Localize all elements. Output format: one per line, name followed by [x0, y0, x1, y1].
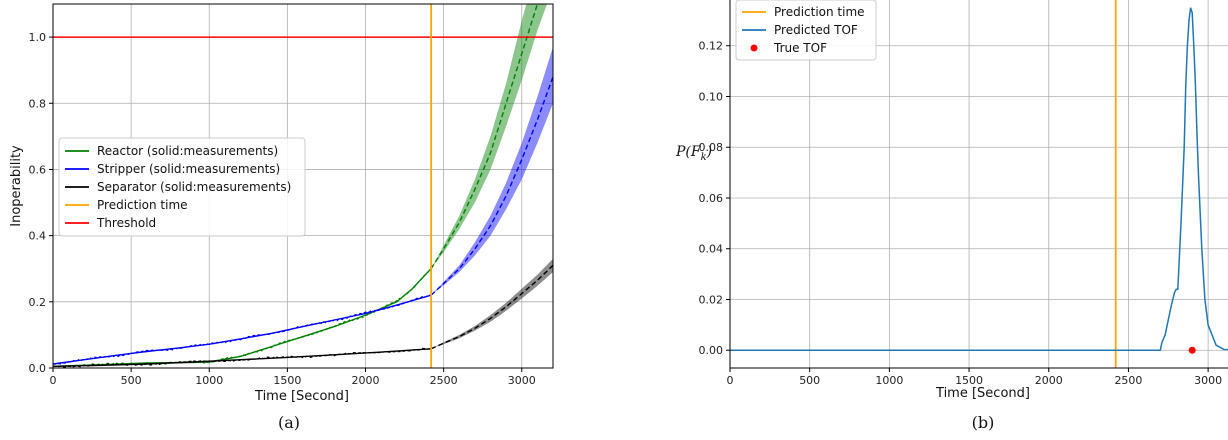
- panel-b: 0 500 1000 1500 2000 2500 3000 0.00 0.02 0.04 0.06…: [675, 0, 1228, 432]
- predicted-tof-line: [730, 7, 1228, 351]
- panel-b-xlabel: Time [Second]: [935, 386, 1030, 401]
- panel-b-data: [730, 0, 1228, 368]
- panel-a-legend-label: Prediction time: [97, 198, 188, 212]
- panel-b-legend: Prediction time Predicted TOF True TOF: [735, 0, 877, 61]
- series-1-measured-line: [53, 294, 432, 365]
- panel-a-data: [53, 4, 553, 368]
- panel-a-ytick-label: 0.8: [29, 97, 47, 110]
- series-0-predicted-line: [430, 4, 539, 270]
- panel-a-ytick-label: 0.6: [29, 163, 47, 176]
- panel-b-ticks: 0 500 1000 1500 2000 2500 3000 0.00 0.02 0.04 0.06…: [699, 0, 1223, 387]
- panel-b-xtick-label: 2500: [1114, 374, 1142, 387]
- panel-b-ylabel: P(Fk): [675, 144, 712, 163]
- panel-b-xtick-label: 1500: [955, 374, 983, 387]
- panel-a-xtick-label: 500: [121, 374, 142, 387]
- panel-a-ytick-label: 0.2: [29, 296, 47, 309]
- series-0-measured-noisy: [53, 268, 432, 368]
- panel-a-plot: [53, 4, 553, 368]
- panel-b-ytick-label: 0.12: [699, 40, 724, 53]
- panel-b-ytick-label: 0.14: [699, 0, 724, 2]
- panel-a-legend-label: Threshold: [96, 216, 156, 230]
- panel-a-xtick-label: 0: [50, 374, 57, 387]
- panel-a-xtick-label: 1500: [273, 374, 301, 387]
- panel-b-xtick-label: 3000: [1194, 374, 1222, 387]
- panel-a-xtick-label: 3000: [508, 374, 536, 387]
- panel-a-ytick-label: 0.4: [29, 230, 47, 243]
- true-tof-point: [1188, 346, 1196, 354]
- panel-a-caption: (a): [278, 413, 300, 432]
- panel-a: 0 500 1000 1500 2000 2500 3000 0.0 0.2 0.4 0.6 0.8 1…: [9, 3, 554, 432]
- panel-b-ytick-label: 0.06: [699, 192, 724, 205]
- panel-a-xtick-label: 2500: [430, 374, 458, 387]
- panel-a-legend: Reactor (solid:measurements) Stripper (so…: [58, 137, 306, 237]
- series-0-measured-line: [53, 268, 432, 367]
- panel-b-legend-swatch: [750, 44, 758, 52]
- series-1-predicted-line: [430, 76, 553, 296]
- panel-a-legend-label: Reactor (solid:measurements): [97, 144, 278, 158]
- panel-b-xtick-label: 1000: [875, 374, 903, 387]
- series-1-band: [431, 47, 553, 296]
- panel-a-legend-label: Stripper (solid:measurements): [97, 162, 280, 176]
- panel-a-ticks: 0 500 1000 1500 2000 2500 3000 0.0 0.2 0.4 0.6 0.8 1…: [29, 31, 536, 387]
- panel-a-xtick-label: 1000: [195, 374, 223, 387]
- panel-b-legend-label: True TOF: [773, 41, 827, 55]
- panel-b-frame: [729, 0, 1228, 369]
- panel-b-ytick-label: 0.00: [699, 344, 724, 357]
- panel-b-ytick-label: 0.10: [699, 90, 724, 103]
- panel-b-grid: [729, 0, 1228, 368]
- panel-b-xtick-label: 0: [727, 374, 734, 387]
- panel-b-ytick-label: 0.04: [699, 243, 724, 256]
- panel-a-xtick-label: 2000: [352, 374, 380, 387]
- series-0-band: [431, 4, 548, 269]
- panel-a-frame: [52, 3, 554, 369]
- series-2-band: [431, 258, 553, 349]
- panel-b-ytick-label: 0.02: [699, 293, 724, 306]
- panel-b-ytick-label: 0.08: [699, 141, 724, 154]
- panel-b-xtick-label: 500: [799, 374, 820, 387]
- panel-a-ytick-label: 0.0: [29, 362, 47, 375]
- series-1-measured-noisy: [53, 294, 432, 365]
- panel-b-plot: [730, 0, 1228, 368]
- panel-b-legend-label: Prediction time: [774, 5, 865, 19]
- panel-a-ytick-label: 1.0: [29, 31, 47, 44]
- series-2-predicted-line: [430, 264, 553, 350]
- panel-a-legend-box: [58, 137, 306, 237]
- panel-a-xlabel: Time [Second]: [254, 389, 349, 404]
- panel-a-ylabel: Inoperability: [9, 145, 24, 227]
- series-2-measured-noisy: [53, 347, 432, 368]
- panel-a-legend-label: Separator (solid:measurements): [97, 180, 291, 194]
- panel-b-caption: (b): [972, 413, 995, 432]
- panel-b-xtick-label: 2000: [1035, 374, 1063, 387]
- panel-b-legend-label: Predicted TOF: [774, 23, 858, 37]
- panel-b-legend-box: [735, 0, 877, 61]
